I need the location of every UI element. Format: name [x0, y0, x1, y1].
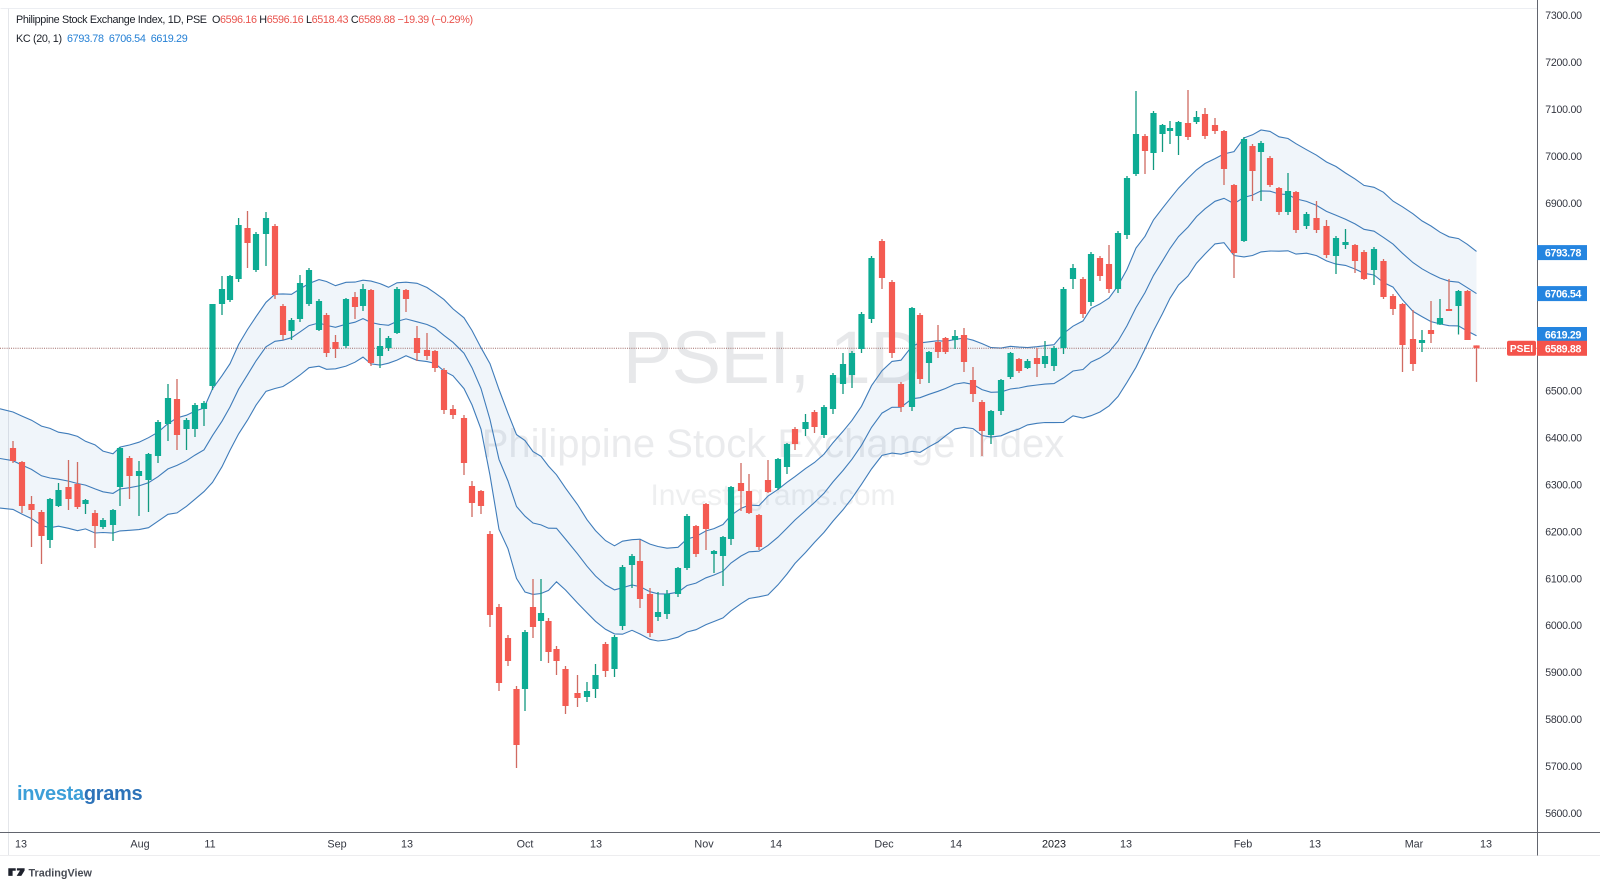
svg-text:Mar: Mar	[1405, 839, 1424, 851]
svg-text:13: 13	[15, 839, 27, 851]
svg-text:13: 13	[1120, 839, 1132, 851]
svg-text:Nov: Nov	[694, 839, 714, 851]
svg-text:Sep: Sep	[327, 839, 346, 851]
svg-text:2023: 2023	[1042, 839, 1066, 851]
svg-text:PSEI: PSEI	[1510, 344, 1533, 355]
svg-text:14: 14	[770, 839, 782, 851]
svg-text:5700.00: 5700.00	[1545, 761, 1582, 773]
svg-text:6100.00: 6100.00	[1545, 573, 1582, 585]
svg-text:7100.00: 7100.00	[1545, 104, 1582, 116]
svg-text:TradingView: TradingView	[29, 867, 93, 879]
svg-text:6300.00: 6300.00	[1545, 479, 1582, 491]
svg-text:7300.00: 7300.00	[1545, 10, 1582, 22]
svg-text:KC (20, 1) 6793.78 6706.54: KC (20, 1) 6793.78 6706.54 6619.29	[16, 33, 188, 45]
svg-text:6900.00: 6900.00	[1545, 198, 1582, 210]
svg-text:6619.29: 6619.29	[1545, 330, 1582, 342]
svg-text:PSEI, 1D: PSEI, 1D	[623, 316, 923, 399]
svg-text:6589.88: 6589.88	[1545, 343, 1582, 355]
svg-text:Oct: Oct	[517, 839, 534, 851]
svg-text:Philippine Stock Exchange Inde: Philippine Stock Exchange Index	[482, 422, 1065, 466]
svg-text:6000.00: 6000.00	[1545, 620, 1582, 632]
svg-text:Philippine Stock Exchange Inde: Philippine Stock Exchange Index, 1D, PSE…	[16, 14, 473, 26]
svg-text:6706.54: 6706.54	[1545, 289, 1582, 301]
svg-text:11: 11	[204, 839, 215, 851]
svg-text:Dec: Dec	[874, 839, 894, 851]
svg-text:5600.00: 5600.00	[1545, 808, 1582, 820]
svg-text:7200.00: 7200.00	[1545, 57, 1582, 69]
svg-text:5800.00: 5800.00	[1545, 714, 1582, 726]
svg-text:6793.78: 6793.78	[1545, 248, 1582, 260]
svg-text:13: 13	[590, 839, 602, 851]
svg-text:13: 13	[1309, 839, 1321, 851]
svg-text:6400.00: 6400.00	[1545, 433, 1582, 445]
svg-text:Feb: Feb	[1234, 839, 1253, 851]
svg-text:13: 13	[1480, 839, 1492, 851]
svg-text:5900.00: 5900.00	[1545, 667, 1582, 679]
svg-text:7000.00: 7000.00	[1545, 151, 1582, 163]
svg-text:6200.00: 6200.00	[1545, 526, 1582, 538]
svg-text:14: 14	[950, 839, 962, 851]
svg-text:13: 13	[401, 839, 413, 851]
svg-text:investagrams: investagrams	[17, 783, 143, 805]
svg-text:6500.00: 6500.00	[1545, 386, 1582, 398]
svg-text:Investagrams.com: Investagrams.com	[650, 479, 895, 512]
svg-text:Aug: Aug	[130, 839, 149, 851]
